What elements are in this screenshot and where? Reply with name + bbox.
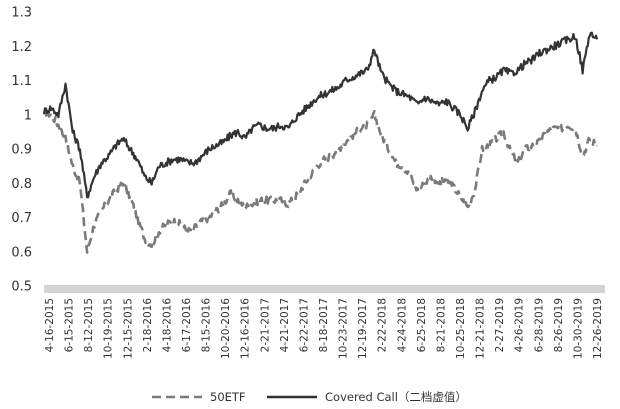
x-tick-label: 8-21-2018	[435, 298, 447, 352]
series-line-covered-call	[42, 31, 599, 199]
x-tick-label: 8-18-2017	[318, 298, 330, 352]
x-tick-label: 8-26-2019	[553, 298, 565, 352]
x-axis: 4-16-2015 6-15-2015 8-12-2015 10-19-2015 12-…	[44, 285, 605, 359]
x-tick-label: 2-21-2017	[259, 298, 271, 352]
x-tick-label: 12-15-2015	[122, 298, 134, 359]
x-tick-label: 12-21-2018	[475, 298, 487, 359]
x-tick-label: 6-17-2016	[181, 298, 193, 353]
legend: 50ETF Covered Call（二档虚值）	[152, 390, 467, 404]
y-tick-label: 0.7	[11, 211, 32, 226]
y-tick-label: 0.8	[11, 177, 32, 192]
x-tick-label: 6-25-2018	[416, 298, 428, 352]
x-tick-label: 10-30-2019	[572, 298, 584, 359]
x-tick-label: 12-26-2019	[592, 298, 604, 359]
y-tick-label: 0.6	[11, 245, 32, 260]
x-tick-label: 4-24-2018	[396, 298, 408, 352]
x-tick-label: 12-19-2017	[357, 298, 369, 359]
x-tick-label: 10-19-2015	[103, 298, 115, 359]
legend-label: 50ETF	[210, 390, 246, 404]
x-tick-label: 4-26-2019	[514, 298, 526, 352]
x-tick-label: 2-18-2016	[142, 298, 154, 353]
x-tick-label: 10-23-2017	[338, 298, 350, 359]
y-tick-label: 0.9	[11, 143, 32, 158]
series-line-etf	[43, 107, 599, 254]
x-tick-label: 4-16-2015	[44, 298, 56, 352]
x-tick-label: 8-12-2015	[83, 298, 95, 352]
y-axis: 0.5 0.6 0.7 0.8 0.9 1 1.1 1.2 1.3	[11, 6, 32, 295]
x-axis-band	[44, 285, 605, 293]
y-tick-label: 0.5	[11, 280, 32, 295]
series-layer	[42, 31, 599, 254]
x-tick-label: 8-15-2016	[201, 298, 213, 353]
x-tick-label: 2-27-2019	[494, 298, 506, 352]
y-tick-label: 1.3	[11, 6, 32, 21]
y-tick-label: 1.1	[11, 74, 32, 89]
x-tick-label: 6-28-2019	[533, 298, 545, 352]
x-tick-label: 10-20-2016	[220, 298, 232, 359]
x-tick-label: 6-15-2015	[64, 298, 76, 352]
x-tick-label: 12-16-2016	[240, 298, 252, 359]
x-tick-label: 4-21-2017	[279, 298, 291, 352]
legend-label: Covered Call（二档虚值）	[325, 390, 467, 404]
x-tick-label: 4-18-2016	[161, 298, 173, 353]
y-tick-label: 1	[24, 108, 32, 123]
x-tick-label: 10-25-2018	[455, 298, 467, 359]
x-tick-label: 6-22-2017	[298, 298, 310, 352]
y-tick-label: 1.2	[11, 40, 32, 55]
x-tick-label: 2-22-2018	[377, 298, 389, 352]
